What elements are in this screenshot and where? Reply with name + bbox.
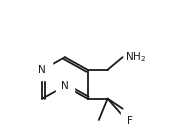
Text: F: F — [127, 116, 132, 126]
Text: N: N — [61, 81, 69, 91]
Text: N: N — [38, 65, 46, 75]
Text: NH$_2$: NH$_2$ — [125, 50, 146, 64]
